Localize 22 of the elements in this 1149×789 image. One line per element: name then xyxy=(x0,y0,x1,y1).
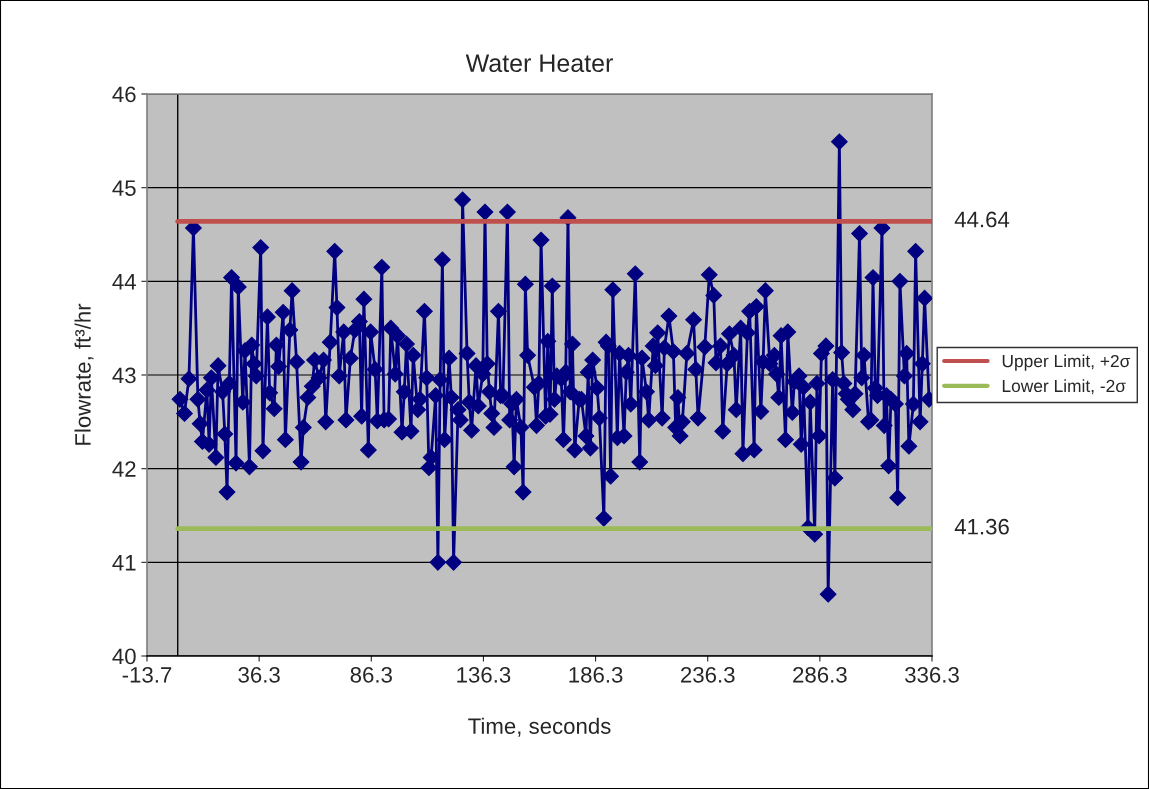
y-tick-label: 41 xyxy=(112,555,136,571)
x-tick-label: -13.7 xyxy=(122,667,172,683)
legend-label: Upper Limit, +2σ xyxy=(1002,354,1131,371)
y-tick-label: 46 xyxy=(112,86,136,103)
y-tick-label: 40 xyxy=(112,648,136,665)
x-tick-label: 86.3 xyxy=(350,667,392,683)
y-tick-label: 43 xyxy=(112,367,136,384)
y-tick-label: 45 xyxy=(112,180,136,196)
y-tick-label: 42 xyxy=(112,461,136,477)
x-tick-label: 136.3 xyxy=(457,667,511,683)
x-tick-label: 236.3 xyxy=(681,667,735,683)
annotation: 41.36 xyxy=(954,518,1009,535)
chart-title: Water Heater xyxy=(465,54,613,73)
y-tick-label: 44 xyxy=(112,274,136,290)
annotation: 44.64 xyxy=(954,211,1010,228)
legend-label: Lower Limit, -2σ xyxy=(1002,379,1126,395)
x-tick-label: 286.3 xyxy=(793,667,847,683)
y-axis-title: Flowrate, ft³/hr xyxy=(74,303,94,445)
x-tick-label: 336.3 xyxy=(905,667,959,683)
x-tick-label: 186.3 xyxy=(569,667,623,683)
x-tick-label: 36.3 xyxy=(238,667,280,683)
x-axis-title: Time, seconds xyxy=(468,717,611,737)
